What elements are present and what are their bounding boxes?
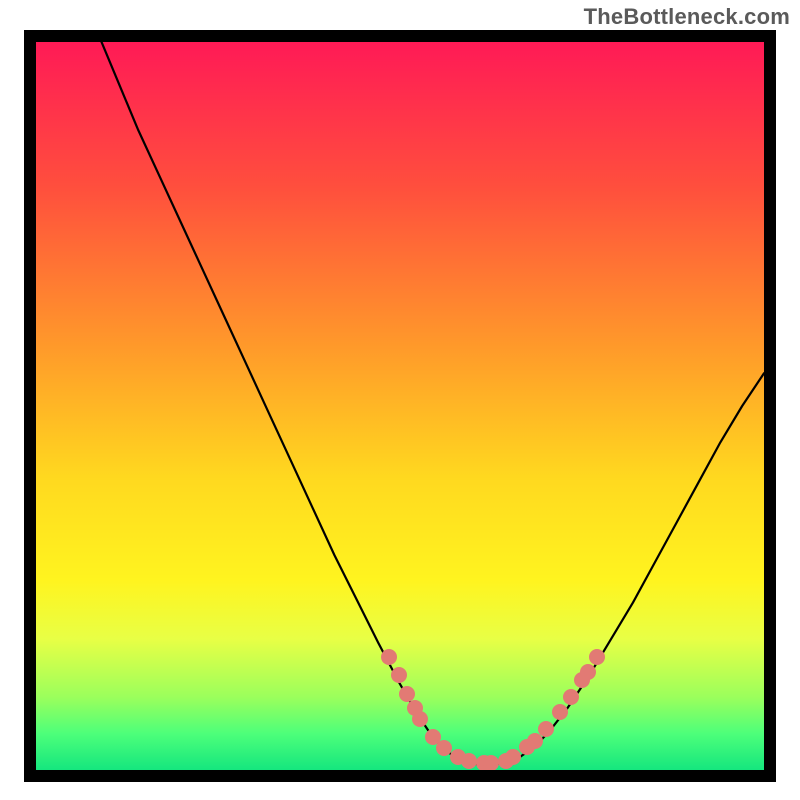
data-marker	[461, 753, 477, 769]
data-marker	[505, 749, 521, 765]
bottleneck-curve	[36, 42, 764, 770]
plot-area	[36, 42, 764, 770]
data-marker	[412, 711, 428, 727]
data-marker	[589, 649, 605, 665]
plot-border	[24, 30, 776, 782]
data-marker	[580, 664, 596, 680]
data-marker	[391, 667, 407, 683]
data-marker	[436, 740, 452, 756]
data-marker	[538, 721, 554, 737]
data-marker	[563, 689, 579, 705]
data-marker	[381, 649, 397, 665]
data-marker	[483, 755, 499, 770]
chart-canvas: TheBottleneck.com	[0, 0, 800, 800]
watermark-text: TheBottleneck.com	[584, 4, 790, 30]
data-marker	[527, 733, 543, 749]
data-marker	[552, 704, 568, 720]
